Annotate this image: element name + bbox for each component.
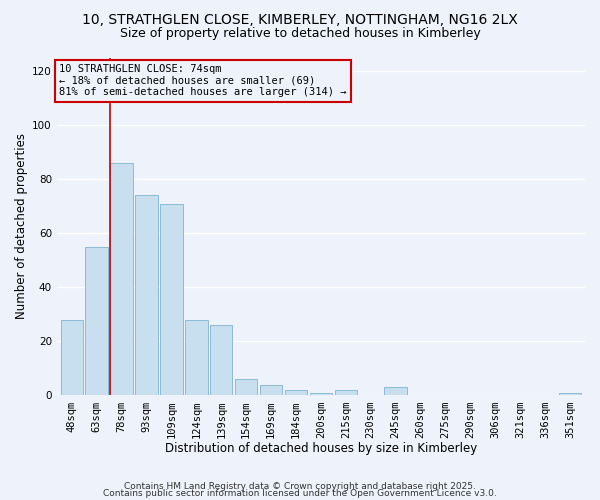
Text: 10, STRATHGLEN CLOSE, KIMBERLEY, NOTTINGHAM, NG16 2LX: 10, STRATHGLEN CLOSE, KIMBERLEY, NOTTING… (82, 12, 518, 26)
Bar (385, 388, 407, 396)
Bar (235, 379, 257, 396)
Bar (285, 390, 307, 396)
Bar (260, 384, 282, 396)
Text: 10 STRATHGLEN CLOSE: 74sqm
← 18% of detached houses are smaller (69)
81% of semi: 10 STRATHGLEN CLOSE: 74sqm ← 18% of deta… (59, 64, 347, 98)
Text: Size of property relative to detached houses in Kimberley: Size of property relative to detached ho… (119, 28, 481, 40)
Bar (160, 204, 182, 396)
Bar (85, 247, 108, 396)
Text: Contains public sector information licensed under the Open Government Licence v3: Contains public sector information licen… (103, 490, 497, 498)
Bar (210, 325, 232, 396)
Y-axis label: Number of detached properties: Number of detached properties (15, 134, 28, 320)
Bar (335, 390, 357, 396)
Bar (110, 163, 133, 396)
Bar (185, 320, 208, 396)
X-axis label: Distribution of detached houses by size in Kimberley: Distribution of detached houses by size … (165, 442, 477, 455)
Bar (135, 196, 158, 396)
Bar (559, 393, 581, 396)
Text: Contains HM Land Registry data © Crown copyright and database right 2025.: Contains HM Land Registry data © Crown c… (124, 482, 476, 491)
Bar (61, 320, 83, 396)
Bar (310, 393, 332, 396)
